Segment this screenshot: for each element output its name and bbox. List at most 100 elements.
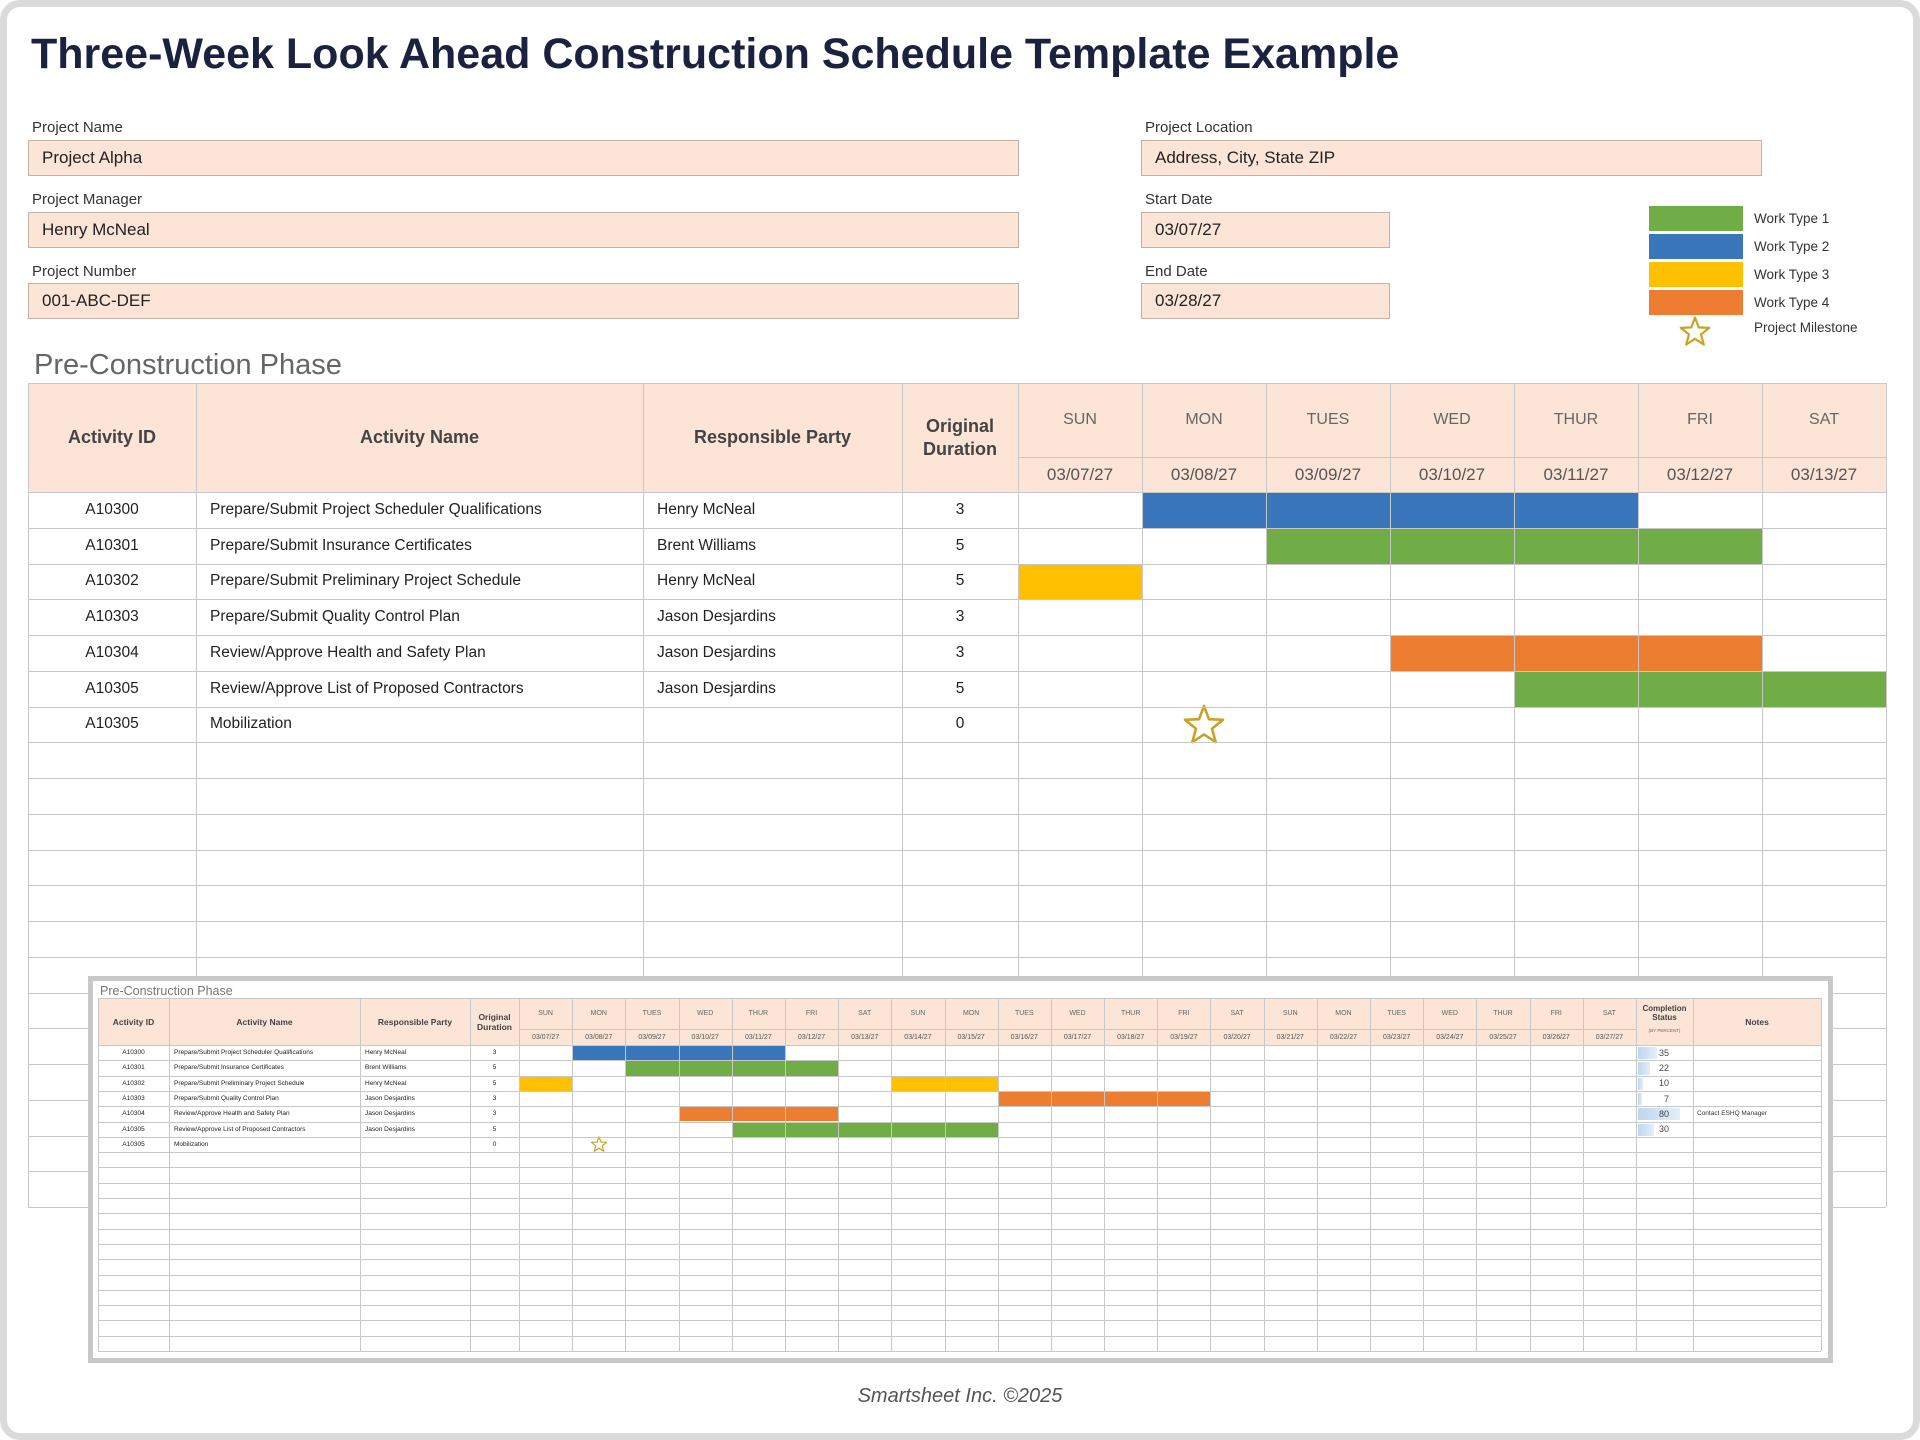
overview-activity-id: A10303 [122,1095,145,1103]
overview-grid-line [519,1029,1636,1030]
completion-bar [1638,1092,1642,1106]
overview-day-name: TUES [1014,1010,1034,1017]
overview-grid-line [997,998,999,1351]
day-name: WED [1433,411,1471,428]
grid-line [28,921,1886,922]
overview-grid-line [98,1167,1821,1169]
day-name: SAT [1809,411,1839,428]
grid-line [1762,383,1763,1207]
activity-name: Mobilization [210,715,292,733]
overview-note: Contact ESHQ Manager [1697,1110,1768,1118]
overview-grid-line [98,1243,1821,1245]
overview-day-date: 03/18/27 [1117,1033,1145,1041]
overview-grid-line [1582,998,1584,1351]
overview-grid-line [1821,998,1822,1351]
grid-line [1886,383,1887,1207]
overview-section-title: Pre-Construction Phase [100,984,233,998]
overview-grid-line [98,1152,1821,1154]
overview-duration: 3 [492,1049,497,1057]
grid-line [28,849,1886,851]
column-header: Original Duration [923,415,997,459]
day-name: THUR [1553,411,1599,428]
overview-day-date: 03/09/27 [638,1033,666,1041]
overview-activity-name: Review/Approve Health and Safety Plan [174,1110,290,1118]
overview-activity-id: A10302 [122,1079,145,1087]
overview-responsible-party: Henry McNeal [365,1079,407,1087]
overview-activity-name: Mobilization [174,1140,209,1148]
overview-grid-line [169,998,170,1351]
activity-name: Review/Approve Health and Safety Plan [210,643,486,661]
overview-grid-line [98,1090,1821,1092]
overview-day-date: 03/10/27 [691,1033,719,1041]
duration: 5 [955,679,965,697]
overview-column-header: Responsible Party [377,1016,453,1027]
overview-day-date: 03/25/27 [1489,1033,1517,1041]
overview-day-name: MON [590,1010,607,1017]
legend-swatch [1649,290,1743,315]
field-value: 001-ABC-DEF [28,283,1019,319]
duration: 5 [955,572,965,590]
grid-line [643,383,644,1207]
overview-activity-id: A10305 [122,1125,145,1133]
schedule-bar [1018,564,1142,600]
day-date: 03/09/27 [1294,464,1362,484]
overview-status-header: Completion Status [1642,1004,1687,1022]
overview-day-date: 03/08/27 [585,1033,613,1041]
overview-grid-line [360,998,361,1351]
overview-day-name: FRI [805,1010,818,1017]
column-header: Responsible Party [693,427,852,447]
duration: 3 [955,500,965,518]
overview-grid-line [784,998,786,1351]
overview-day-date: 03/26/27 [1542,1033,1570,1041]
overview-grid-line [98,1182,1821,1184]
completion-value: 7 [1663,1093,1669,1104]
activity-name: Review/Approve List of Proposed Contract… [210,679,524,697]
overview-day-date: 03/23/27 [1383,1033,1411,1041]
grid-line [28,527,1886,529]
day-name: MON [1185,411,1223,428]
overview-day-name: SUN [1282,1010,1298,1017]
responsible-party: Jason Desjardins [657,608,776,626]
field-label: Project Number [32,262,137,280]
grid-line [902,383,903,1207]
overview-activity-id: A10300 [122,1049,145,1057]
overview-duration: 0 [492,1140,497,1148]
completion-bar [1638,1108,1681,1121]
column-header: Activity ID [67,427,157,447]
overview-activity-id: A10305 [122,1140,145,1148]
grid-line [28,778,1886,779]
overview-activity-name: Prepare/Submit Preliminary Project Sched… [174,1079,305,1087]
grid-line [28,383,1886,384]
overview-grid-line [572,998,574,1351]
overview-grid-line [98,1335,1821,1337]
activity-id: A10303 [85,608,139,626]
activity-name: Prepare/Submit Quality Control Plan [210,608,460,626]
overview-bar [678,1107,839,1122]
overview-day-date: 03/07/27 [531,1033,560,1041]
overview-day-date: 03/14/27 [904,1033,932,1041]
overview-day-name: SAT [1230,1010,1244,1017]
overview-activity-id: A10301 [122,1064,145,1072]
field-value: Henry McNeal [28,211,1019,248]
overview-day-name: SUN [910,1010,926,1017]
grid-line [28,813,1886,815]
duration: 3 [955,608,965,626]
overview-duration: 5 [492,1064,497,1072]
overview-activity-name: Prepare/Submit Project Scheduler Qualifi… [174,1049,314,1057]
overview-grid-line [891,998,893,1351]
grid-line [1142,383,1143,1207]
day-date: 03/11/27 [1543,464,1609,484]
field-label: Start Date [1145,190,1213,208]
activity-name: Prepare/Submit Project Scheduler Qualifi… [210,500,542,518]
overview-grid-line [98,1106,1821,1108]
overview-status-note: (BY PERCENT) [1648,1027,1681,1033]
star-shape [1679,316,1711,346]
overview-duration: 5 [492,1125,497,1133]
field-label: Project Manager [32,190,143,208]
overview-grid-line [1370,998,1372,1351]
overview-day-name: THUR [1120,1010,1141,1017]
overview-day-name: MON [962,1010,980,1017]
overview-header-band [98,998,1821,1045]
responsible-party: Brent Williams [657,536,757,554]
overview-day-name: SUN [538,1010,553,1017]
